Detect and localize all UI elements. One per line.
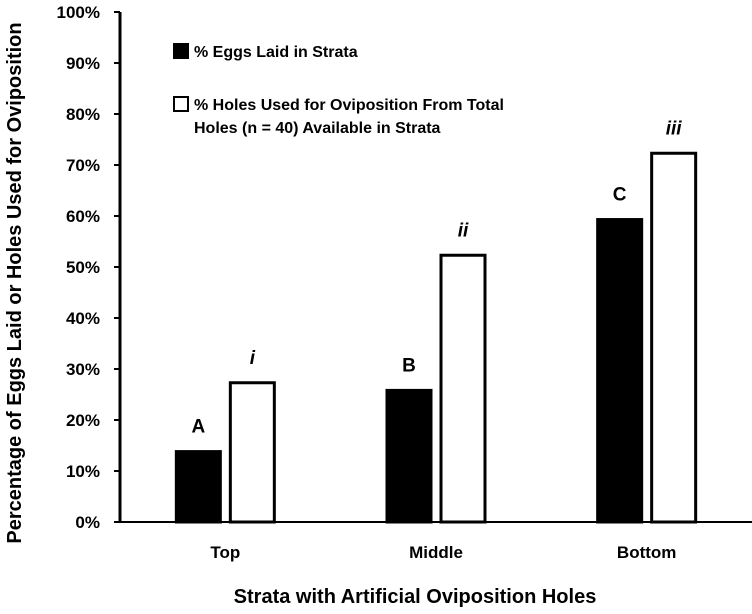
y-axis-ticks: 0% 10% 20% 30% 40% 50% 60% 70% 80% 90% 100%	[57, 3, 120, 532]
y-tick-label: 40%	[66, 309, 100, 328]
y-tick-label: 90%	[66, 54, 100, 73]
y-tick-label: 10%	[66, 462, 100, 481]
y-tick-label: 60%	[66, 207, 100, 226]
y-tick-label: 0%	[75, 513, 100, 532]
y-tick-label: 80%	[66, 105, 100, 124]
y-axis-title: Percentage of Eggs Laid or Holes Used fo…	[4, 22, 26, 543]
bar-significance-label: A	[191, 417, 205, 438]
legend-label-holes-used-line-2: Holes (n = 40) Available in Strata	[194, 120, 441, 137]
bar-significance-label: ii	[458, 220, 469, 241]
legend-swatch-holes-used	[173, 96, 189, 112]
legend: % Eggs Laid in Strata % Holes Used for O…	[173, 43, 504, 137]
x-axis-categories: Top Middle Bottom	[210, 543, 676, 562]
y-tick-label: 20%	[66, 411, 100, 430]
bar-significance-label: i	[250, 348, 256, 369]
x-category-label: Middle	[409, 543, 463, 562]
bars	[174, 151, 698, 524]
legend-label-eggs-laid: % Eggs Laid in Strata	[194, 44, 358, 61]
bar-holes-used	[228, 381, 276, 524]
x-category-label: Bottom	[617, 543, 676, 562]
y-tick-label: 100%	[57, 3, 100, 22]
y-tick-label: 50%	[66, 258, 100, 277]
bar-significance-label: C	[613, 185, 627, 206]
bar-eggs-laid	[596, 218, 644, 524]
bar-significance-label: B	[402, 355, 416, 376]
x-axis-title: Strata with Artificial Oviposition Holes	[234, 586, 597, 608]
legend-swatch-eggs-laid	[173, 43, 189, 59]
x-category-label: Top	[210, 543, 240, 562]
y-tick-label: 70%	[66, 156, 100, 175]
bar-eggs-laid	[174, 450, 222, 524]
bar-eggs-laid	[385, 388, 433, 524]
bar-holes-used	[650, 151, 698, 524]
legend-label-holes-used-line-1: % Holes Used for Oviposition From Total	[194, 97, 504, 114]
bar-holes-used	[439, 253, 487, 524]
bar-significance-label: iii	[666, 118, 683, 139]
y-tick-label: 30%	[66, 360, 100, 379]
